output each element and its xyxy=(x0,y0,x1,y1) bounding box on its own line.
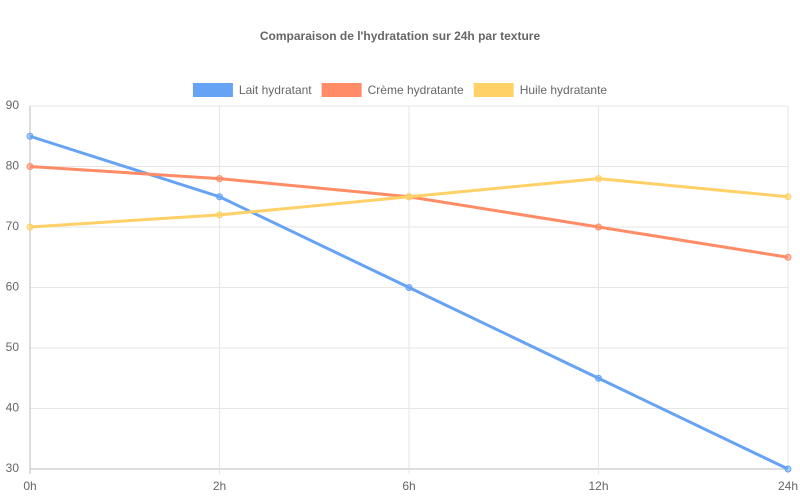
legend-label: Huile hydratante xyxy=(520,83,608,97)
y-tick-label: 30 xyxy=(6,461,20,475)
data-point xyxy=(784,193,792,201)
data-point xyxy=(26,163,34,170)
data-point xyxy=(26,223,34,231)
data-point xyxy=(216,175,223,183)
data-point xyxy=(405,193,413,201)
data-point xyxy=(405,284,413,291)
y-tick-label: 60 xyxy=(6,280,20,294)
data-point xyxy=(784,465,792,473)
data-point xyxy=(216,211,223,219)
data-point xyxy=(595,374,602,382)
data-point xyxy=(595,223,602,231)
y-tick-label: 70 xyxy=(6,219,20,233)
chart-title: Comparaison de l'hydratation sur 24h par… xyxy=(260,29,541,43)
legend-swatch xyxy=(473,83,514,97)
legend-swatch xyxy=(321,83,362,97)
data-point xyxy=(216,193,223,201)
legend-swatch xyxy=(192,83,233,97)
legend-label: Crème hydratante xyxy=(368,83,464,97)
y-tick-label: 80 xyxy=(6,159,20,173)
y-tick-label: 90 xyxy=(6,98,20,112)
data-point xyxy=(595,175,602,183)
x-tick-label: 12h xyxy=(588,479,608,493)
x-tick-label: 6h xyxy=(402,479,415,493)
x-tick-label: 2h xyxy=(213,479,226,493)
legend-label: Lait hydratant xyxy=(239,83,312,97)
y-tick-label: 50 xyxy=(6,340,20,354)
x-tick-label: 0h xyxy=(23,479,36,493)
data-point xyxy=(784,253,792,261)
y-tick-label: 40 xyxy=(6,401,20,415)
x-tick-label: 24h xyxy=(778,479,798,493)
data-point xyxy=(26,132,34,140)
